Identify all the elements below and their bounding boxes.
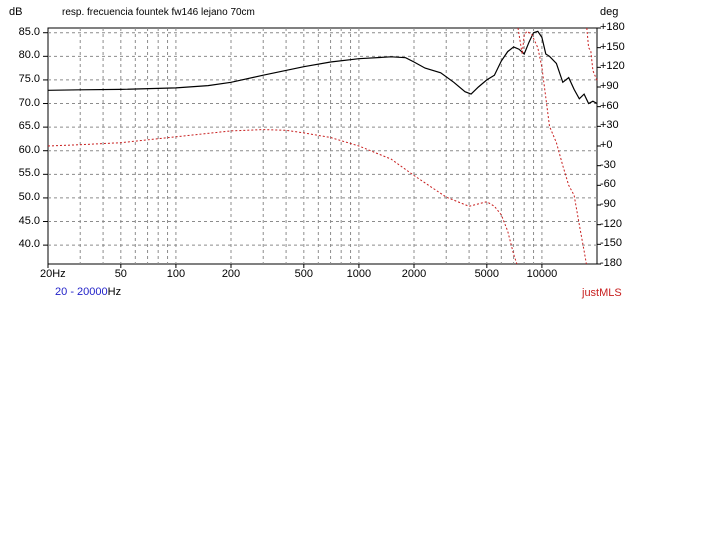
grid: [48, 28, 597, 264]
ticks: [43, 27, 601, 268]
phase-line-1: [47, 129, 518, 265]
ytick-left-label: 50.0: [18, 190, 40, 203]
ytick-left-label: 40.0: [18, 238, 40, 251]
ytick-left-label: 75.0: [18, 72, 40, 85]
ytick-right-label: +0: [600, 139, 613, 151]
xtick-label: 20Hz: [40, 268, 66, 280]
range-unit: Hz: [107, 286, 122, 298]
ylabel-left: dB: [9, 6, 23, 18]
xtick-label: 50: [114, 268, 127, 280]
ytick-right-label: +120: [600, 60, 625, 73]
ytick-left-label: 80.0: [18, 49, 40, 62]
ytick-right-label: -60: [600, 178, 616, 191]
ytick-left-label: 70.0: [18, 96, 40, 109]
xtick-label: 500: [294, 268, 313, 280]
ylabel-right: deg: [600, 6, 619, 18]
ytick-left-label: 55.0: [18, 167, 40, 180]
xtick-label: 100: [166, 268, 186, 280]
xtick-label: 10000: [526, 268, 558, 280]
brand-label: justMLS: [582, 287, 622, 299]
ytick-left-label: 85.0: [18, 25, 40, 38]
xtick-label: 5000: [474, 268, 500, 280]
ytick-right-label: +90: [600, 80, 619, 92]
phase-line-3: [586, 27, 598, 81]
ytick-right-label: -150: [600, 237, 623, 250]
ytick-right-label: -30: [600, 158, 616, 171]
xtick-label: 200: [221, 268, 241, 280]
range-end: 20000: [77, 286, 108, 298]
ytick-right-label: -90: [600, 198, 616, 210]
ytick-right-label: -180: [600, 257, 623, 269]
chart-title: resp. frecuencia fountek fw146 lejano 70…: [62, 7, 255, 18]
ytick-left-label: 45.0: [18, 214, 40, 227]
frequency-range: 20 - 20000Hz: [55, 286, 121, 298]
magnitude-line: [47, 30, 598, 105]
ytick-right-label: +180: [600, 21, 625, 33]
ytick-left-label: 60.0: [18, 143, 40, 156]
range-sep: -: [70, 286, 74, 298]
ytick-right-label: +150: [600, 40, 625, 53]
range-start: 20: [55, 286, 68, 298]
xtick-label: 2000: [401, 268, 427, 280]
ytick-right-label: +30: [600, 119, 619, 132]
ytick-right-label: +60: [600, 99, 619, 112]
ytick-right-label: -120: [600, 217, 623, 230]
series-layer: [47, 27, 598, 265]
ytick-left-label: 65.0: [18, 120, 40, 133]
xtick-label: 1000: [346, 268, 372, 280]
